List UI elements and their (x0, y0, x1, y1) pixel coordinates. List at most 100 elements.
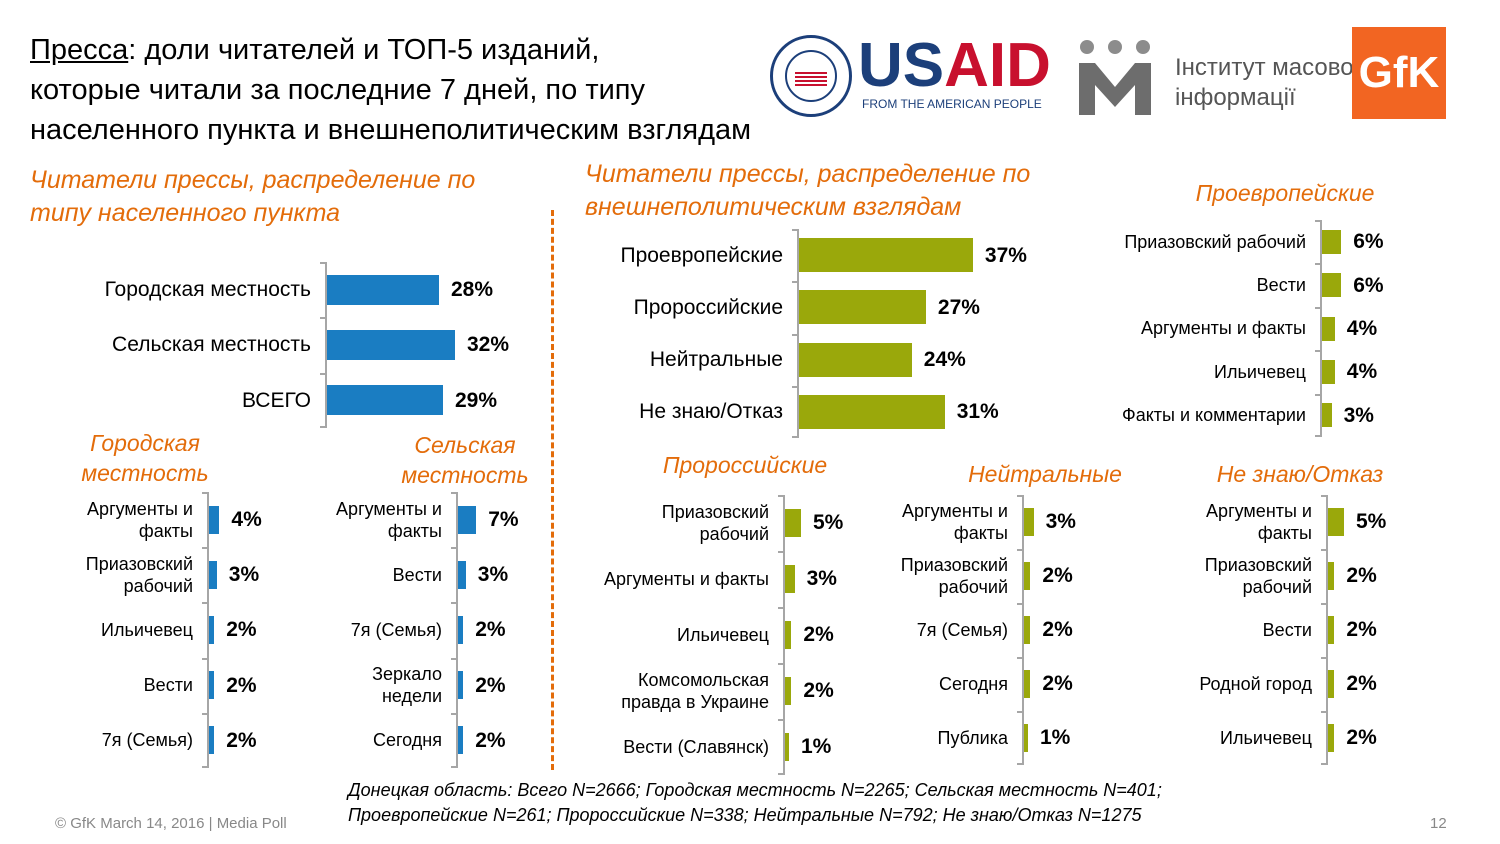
chart-views: Проевропейские 37% Пророссийские 27% Нейтрал… (543, 229, 1027, 438)
proeuropean-tick (1315, 393, 1320, 396)
rural-bar (458, 616, 464, 644)
neutral-bar (1024, 616, 1031, 644)
neutral-value-label: 2% (1042, 618, 1073, 642)
rural-tick (451, 492, 456, 494)
dontknow-bar (1328, 616, 1335, 644)
proeuropean-category-label: Ильичевец (1214, 361, 1306, 382)
views-tick (792, 281, 797, 284)
heading-neutral: Нейтральные (968, 461, 1122, 487)
views-bar (799, 238, 973, 273)
page-title: Пресса: доли читателей и ТОП-5 изданий, … (30, 30, 890, 150)
rural-category-label: 7я (Семья) (350, 619, 442, 640)
prorussian-bar (785, 509, 801, 537)
prorussian-category-label: Вести (Славянск) (623, 737, 769, 757)
settlement-bar (327, 385, 443, 416)
copyright: © GfK March 14, 2016 | Media Poll (55, 815, 287, 832)
dontknow-category-label: Аргументы и факты (1206, 501, 1312, 543)
rural-value-label: 2% (475, 673, 506, 697)
neutral-value-label: 2% (1042, 672, 1073, 696)
proeuropean-tick (1315, 306, 1320, 309)
views-value-label: 31% (956, 400, 999, 424)
urban-value-label: 2% (226, 673, 257, 697)
proeuropean-tick (1315, 263, 1320, 266)
dontknow-category-label: Вести (1262, 620, 1312, 640)
dontknow-tick (1321, 603, 1326, 605)
rural-tick (451, 657, 456, 660)
proeuropean-category-label: Аргументы и факты (1140, 318, 1306, 339)
proeuropean-bar (1322, 316, 1335, 341)
rural-bar (458, 560, 466, 589)
chart-neutral: Аргументы и факты 3% Приазовский рабочий 2%… (848, 495, 1222, 765)
dontknow-category-label: Родной город (1199, 674, 1312, 694)
settlement-tick (320, 262, 325, 264)
neutral-tick (1017, 495, 1022, 497)
chart-dontknow: Аргументы и факты 5% Приазовский рабочий 2%… (1152, 495, 1500, 765)
dontknow-value-label: 2% (1346, 672, 1377, 696)
dontknow-tick (1321, 711, 1326, 713)
neutral-category-label: Приазовский рабочий (900, 555, 1008, 597)
prorussian-value-label: 1% (801, 735, 832, 759)
urban-tick (202, 492, 207, 494)
settlement-category-label: ВСЕГО (241, 388, 311, 412)
settlement-value-label: 29% (455, 388, 498, 412)
rural-category-label: Аргументы и факты (336, 498, 442, 541)
views-category-label: Пророссийские (633, 295, 783, 319)
settlement-category-label: Городская местность (104, 278, 311, 302)
settlement-value-label: 28% (451, 278, 494, 302)
proeuropean-tick (1315, 435, 1320, 437)
neutral-category-label: Аргументы и факты (902, 501, 1008, 543)
prorussian-category-label: Комсомольская правда в Украине (621, 670, 769, 712)
title-line1: : доли читателей и ТОП-5 изданий, (128, 34, 600, 66)
rural-value-label: 7% (488, 508, 519, 531)
prorussian-tick (778, 607, 783, 609)
views-value-label: 37% (984, 243, 1027, 267)
views-bar (799, 394, 945, 429)
neutral-value-label: 3% (1045, 510, 1076, 534)
title-line2: которые читали за последние 7 дней, по т… (30, 74, 646, 106)
heading-views: Читатели прессы, распределение по внешнеп… (585, 160, 1031, 221)
prorussian-category-label: Приазовский рабочий (661, 502, 769, 544)
views-category-label: Нейтральные (649, 348, 783, 372)
heading-settlement: Читатели прессы, распределение по типу на… (30, 166, 476, 227)
urban-value-label: 2% (226, 728, 257, 752)
urban-bar (209, 560, 217, 589)
prorussian-tick (778, 719, 783, 721)
settlement-axis (325, 262, 327, 428)
chart-rural: Аргументы и факты 7% Вести 3% 7я (Семья) 2% Зе… (242, 492, 656, 768)
views-category-label: Проевропейские (620, 243, 783, 267)
heading-proeuropean: Проевропейские (1195, 180, 1375, 206)
prorussian-category-label: Аргументы и факты (603, 569, 769, 589)
proeuropean-bar (1322, 359, 1335, 384)
urban-category-label: Вести (143, 675, 193, 696)
page-number: 12 (1430, 815, 1447, 832)
rural-tick (451, 712, 456, 715)
prorussian-category-label: Ильичевец (677, 625, 769, 645)
views-bar (799, 342, 912, 377)
neutral-tick (1017, 549, 1022, 551)
rural-bar (458, 726, 464, 755)
dontknow-tick (1321, 763, 1326, 765)
usaid-seal-icon (770, 35, 852, 117)
rural-tick (451, 547, 456, 550)
rural-value-label: 3% (477, 563, 509, 587)
dontknow-value-label: 2% (1346, 618, 1377, 642)
chart-urban: Аргументы и факты 4% Приазовский рабочий 3%… (0, 492, 407, 768)
settlement-bar (327, 274, 439, 305)
gfk-logo: GfK (1352, 27, 1446, 119)
neutral-tick (1017, 763, 1022, 765)
heading-dontknow: Не знаю/Отказ (1216, 461, 1384, 487)
imi-logo-icon (1079, 40, 1151, 115)
prorussian-tick (778, 551, 783, 553)
urban-tick (202, 657, 207, 660)
proeuropean-value-label: 6% (1353, 230, 1384, 254)
rural-bar (458, 505, 477, 534)
settlement-tick (320, 372, 325, 375)
dontknow-bar (1328, 562, 1335, 590)
proeuropean-tick (1315, 350, 1320, 353)
proeuropean-value-label: 4% (1346, 316, 1378, 340)
urban-value-label: 3% (228, 563, 260, 587)
prorussian-bar (785, 677, 792, 705)
urban-tick (202, 712, 207, 715)
proeuropean-value-label: 3% (1343, 403, 1374, 427)
rural-value-label: 2% (475, 618, 506, 642)
